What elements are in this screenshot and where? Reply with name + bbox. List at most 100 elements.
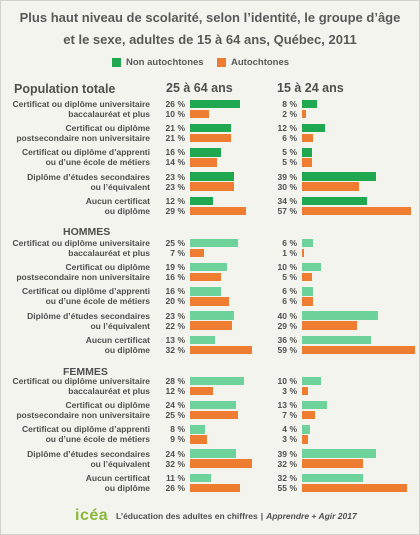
value-label-autochtones-25-64: 16% <box>155 272 185 282</box>
value-label-autochtones-15-24: 5% <box>267 157 297 167</box>
value-number: 12 <box>277 123 287 134</box>
value-number: 8 <box>282 99 287 109</box>
category-label-line: postsecondaire non universitaire <box>16 410 150 421</box>
value-unit: % <box>289 458 297 469</box>
value-number: 55 <box>277 482 287 493</box>
value-unit: % <box>289 472 297 483</box>
category-label: Certificat ou diplôme universitaire bacca… <box>0 238 150 258</box>
category-label-line: Certificat ou diplôme d’apprenti <box>22 147 150 158</box>
column-header-25-64: 25 à 64 ans <box>166 81 233 95</box>
value-label-autochtones-15-24: 6% <box>267 296 297 306</box>
bar-non-autochtones-15-24 <box>302 123 325 133</box>
value-number: 21 <box>165 133 175 144</box>
bar-non-autochtones-15-24 <box>302 287 314 296</box>
value-unit: % <box>177 123 185 134</box>
value-number: 32 <box>277 472 287 483</box>
value-number: 6 <box>282 296 287 307</box>
bar-non-autochtones-25-64 <box>190 196 214 206</box>
category-label-line: ou l’équivalent <box>90 320 150 331</box>
value-unit: % <box>177 320 185 331</box>
value-unit: % <box>177 272 185 283</box>
category-label-line: ou l’équivalent <box>90 181 150 192</box>
bar-autochtones-15-24 <box>302 410 316 420</box>
value-label-non-autochtones-25-64: 23% <box>155 172 185 182</box>
category-label-line: baccalauréat et plus <box>68 386 150 396</box>
bar-autochtones-25-64 <box>190 345 252 355</box>
bar-autochtones-25-64 <box>190 321 233 330</box>
footer-separator: | <box>260 511 264 521</box>
value-unit: % <box>289 109 297 119</box>
value-number: 20 <box>165 296 175 307</box>
bar-non-autochtones-25-64 <box>190 311 235 320</box>
category-label: Certificat ou diplôme d’apprenti ou d’une… <box>0 424 150 444</box>
value-unit: % <box>289 147 297 158</box>
category-label: Certificat ou diplôme universitaire bacca… <box>0 376 150 396</box>
bar-non-autochtones-25-64 <box>190 400 237 410</box>
value-number: 19 <box>165 262 175 273</box>
category-label-line: ou l’équivalent <box>90 458 150 469</box>
bar-autochtones-25-64 <box>190 483 241 493</box>
value-label-autochtones-25-64: 10% <box>155 109 185 119</box>
bar-autochtones-25-64 <box>190 109 210 119</box>
section-title-hommes: HOMMES <box>63 226 111 238</box>
column-header-15-24: 15 à 24 ans <box>277 81 344 95</box>
value-unit: % <box>177 386 185 396</box>
category-label: Diplôme d’études secondaires ou l’équival… <box>0 449 150 469</box>
value-number: 39 <box>277 448 287 459</box>
bar-non-autochtones-25-64 <box>190 148 221 157</box>
value-unit: % <box>289 448 297 459</box>
value-number: 28 <box>165 376 175 386</box>
value-number: 12 <box>165 386 175 396</box>
legend-swatch-autochtones <box>217 58 226 67</box>
legend-label-non-autochtones: Non autochtones <box>126 57 204 68</box>
legend-swatch-non-autochtones <box>112 58 121 67</box>
category-label: Aucun certificat ou diplôme <box>0 335 150 355</box>
value-number: 23 <box>165 181 175 192</box>
value-unit: % <box>289 424 297 435</box>
category-label: Certificat ou diplôme d’apprenti ou d’une… <box>0 286 150 306</box>
bar-autochtones-15-24 <box>302 272 312 282</box>
category-label-line: Certificat ou diplôme <box>65 262 150 273</box>
category-label-line: Diplôme d’études secondaires <box>27 310 150 321</box>
value-unit: % <box>177 133 185 144</box>
value-number: 5 <box>282 147 287 158</box>
value-label-autochtones-15-24: 57% <box>267 206 297 216</box>
category-label-line: ou d’une école de métiers <box>45 296 150 307</box>
value-unit: % <box>289 286 297 297</box>
value-unit: % <box>289 482 297 493</box>
value-unit: % <box>289 386 297 396</box>
category-label-line: postsecondaire non universitaire <box>16 133 150 144</box>
value-number: 59 <box>277 344 287 355</box>
value-label-non-autochtones-25-64: 19% <box>155 262 185 272</box>
value-label-non-autochtones-15-24: 13% <box>267 400 297 410</box>
value-label-non-autochtones-25-64: 12% <box>155 196 185 206</box>
value-number: 26 <box>165 482 175 493</box>
value-unit: % <box>177 195 185 206</box>
category-label: Certificat ou diplôme d’apprenti ou d’une… <box>0 147 150 167</box>
value-label-autochtones-25-64: 20% <box>155 296 185 306</box>
value-label-autochtones-25-64: 25% <box>155 410 185 420</box>
value-unit: % <box>177 458 185 469</box>
value-label-non-autochtones-15-24: 36% <box>267 335 297 345</box>
value-label-non-autochtones-15-24: 32% <box>267 473 297 483</box>
value-unit: % <box>289 205 297 216</box>
category-label-line: ou diplôme <box>104 205 150 216</box>
value-number: 7 <box>170 248 175 258</box>
category-label-line: Certificat ou diplôme d’apprenti <box>22 424 150 435</box>
bar-non-autochtones-15-24 <box>302 400 327 410</box>
bar-non-autochtones-15-24 <box>302 473 364 483</box>
value-number: 32 <box>165 458 175 469</box>
value-number: 32 <box>165 344 175 355</box>
value-unit: % <box>289 296 297 307</box>
bar-autochtones-15-24 <box>302 386 308 396</box>
bar-autochtones-15-24 <box>302 133 314 143</box>
value-label-non-autochtones-25-64: 25% <box>155 238 185 248</box>
value-number: 8 <box>170 424 175 435</box>
bar-autochtones-15-24 <box>302 459 364 468</box>
bar-non-autochtones-15-24 <box>302 449 377 458</box>
bar-non-autochtones-15-24 <box>302 262 322 272</box>
bar-autochtones-25-64 <box>190 459 252 468</box>
bar-non-autochtones-25-64 <box>190 335 216 345</box>
